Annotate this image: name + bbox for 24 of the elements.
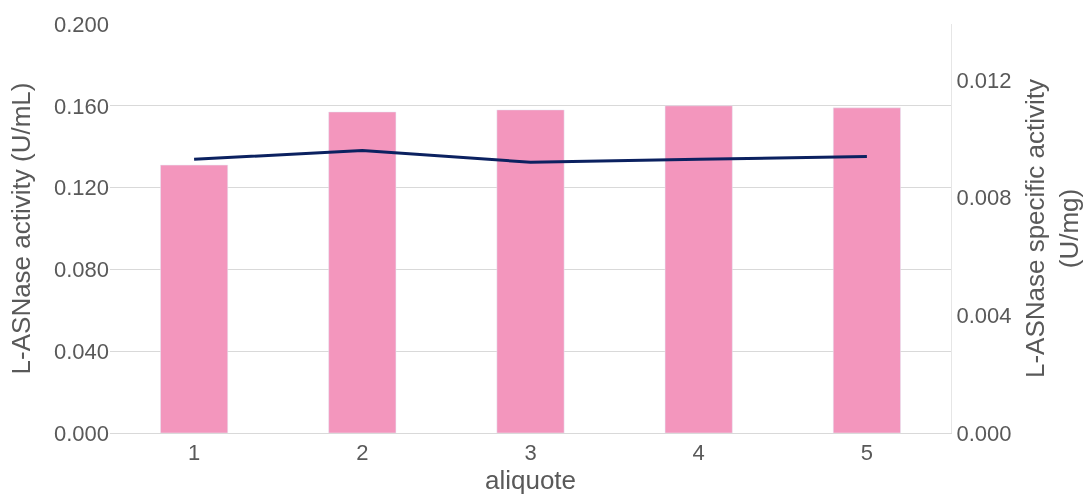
x-tick-label: 4 [692, 440, 705, 466]
y-tick-label: 0.200 [53, 11, 109, 37]
bar [833, 107, 901, 433]
y-tick-label: 0.080 [53, 257, 109, 283]
bar [328, 111, 397, 433]
x-tick-label: 3 [524, 440, 537, 466]
y2-tick-label: 0.004 [956, 303, 1012, 328]
x-tick-label: 1 [187, 440, 201, 466]
bar [160, 164, 228, 433]
x-axis-title: aliquote [484, 465, 577, 496]
x-tick-label: 2 [356, 440, 369, 466]
x-tick-label: 5 [860, 440, 874, 466]
y2-tick-label: 0.012 [956, 67, 1012, 93]
y-tick-label: 0.040 [53, 338, 109, 364]
y-axis-title: L-ASNase activity (U/mL) [6, 82, 37, 375]
y-tick-label: 0.120 [53, 175, 109, 201]
y2-axis-title: L-ASNase specific activity (U/mg) [1020, 78, 1084, 379]
line-series [192, 149, 869, 164]
bar [496, 109, 565, 433]
bar [664, 105, 733, 433]
y-tick-label: 0.160 [53, 93, 109, 119]
y2-tick-label: 0.008 [956, 185, 1012, 211]
y-tick-label: 0.000 [53, 420, 109, 446]
y2-tick-label: 0.000 [956, 420, 1012, 446]
